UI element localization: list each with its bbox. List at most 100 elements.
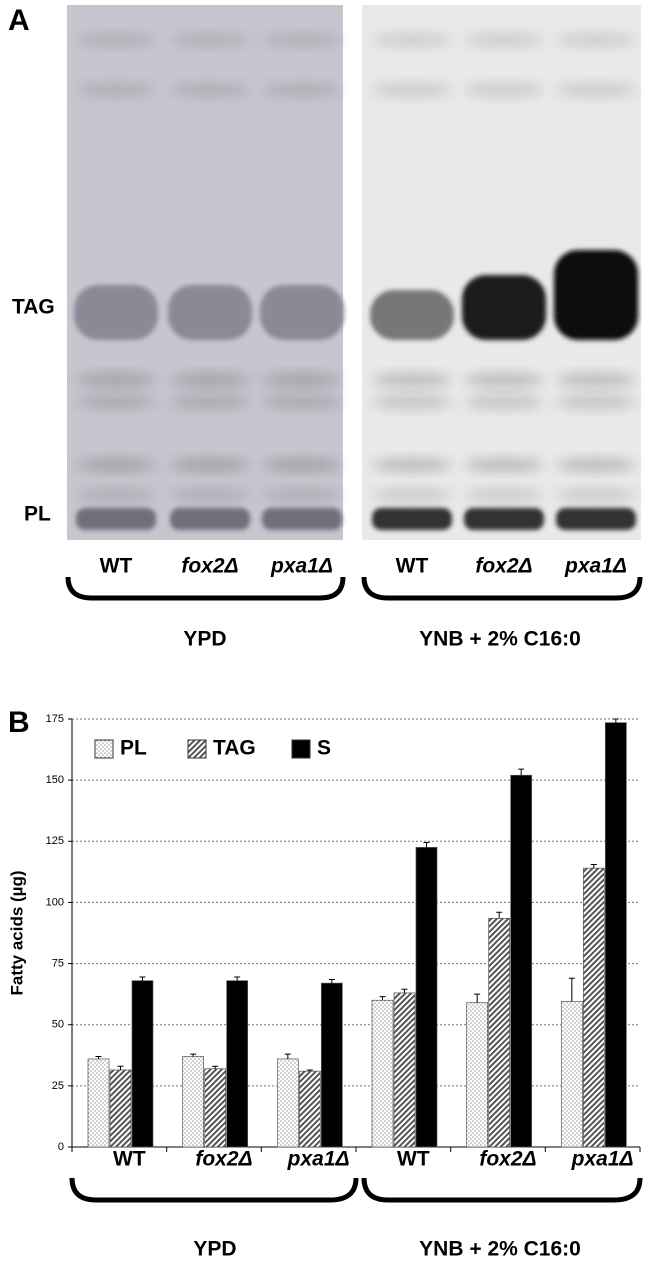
error-bar [95, 1056, 102, 1059]
band [170, 373, 250, 387]
lane-label: WT [100, 555, 133, 578]
band [170, 83, 250, 97]
bar [393, 992, 416, 1148]
bar [320, 982, 343, 1148]
band [262, 395, 342, 409]
band [464, 395, 544, 409]
band [556, 488, 636, 502]
legend-label: TAG [213, 737, 256, 760]
band [464, 488, 544, 502]
chart: B Fatty acids (µg) 0 25 50 75 100 125 150 175 WT… [7, 706, 643, 1261]
error-bar [284, 1053, 291, 1059]
bar [298, 1070, 321, 1148]
bar [204, 1068, 227, 1148]
lane-label: WT [396, 555, 429, 578]
band [76, 458, 156, 472]
x-tick-label: fox2Δ [479, 1148, 536, 1171]
band [76, 33, 156, 47]
lane-label: pxa1Δ [270, 555, 333, 578]
y-tick-label: 50 [52, 1019, 64, 1031]
band [556, 458, 636, 472]
band [262, 33, 342, 47]
error-bar [306, 1069, 313, 1072]
tag-band [554, 250, 638, 340]
error-bar [590, 864, 597, 869]
group-label: YPD [183, 628, 226, 651]
y-tick-label: 150 [46, 774, 64, 786]
legend-label: PL [120, 737, 147, 760]
error-bar [190, 1053, 197, 1057]
pl-band [464, 508, 544, 530]
band [372, 488, 452, 502]
bar [182, 1056, 205, 1148]
y-tick-label: 25 [52, 1080, 64, 1092]
band [76, 395, 156, 409]
error-bar [518, 768, 525, 776]
pl-band [262, 508, 342, 530]
tag-band [370, 290, 454, 340]
brace [361, 576, 643, 601]
error-bar [379, 996, 386, 1001]
bar [87, 1058, 110, 1148]
y-tick-label: 75 [52, 957, 64, 969]
y-tick-label: 175 [46, 713, 64, 725]
band-label: PL [24, 503, 51, 526]
bar [466, 1002, 489, 1148]
bar [582, 867, 605, 1148]
band [76, 83, 156, 97]
pl-band [170, 508, 250, 530]
band [464, 373, 544, 387]
group-label: YNB + 2% C16:0 [419, 1238, 581, 1261]
band [262, 83, 342, 97]
y-axis-label: Fatty acids (µg) [7, 870, 26, 995]
panel-label: A [8, 4, 30, 37]
band [372, 373, 452, 387]
panel-label: B [8, 706, 30, 739]
band [372, 33, 452, 47]
band [262, 458, 342, 472]
pl-band [556, 508, 636, 530]
group-label: YNB + 2% C16:0 [419, 628, 581, 651]
group-label: YPD [193, 1238, 236, 1261]
x-tick-label: pxa1Δ [571, 1148, 634, 1171]
x-tick-label: fox2Δ [195, 1148, 252, 1171]
bar [371, 999, 394, 1148]
error-bar [496, 911, 503, 919]
bar [131, 980, 154, 1148]
error-bar [139, 976, 146, 981]
bands [74, 33, 638, 530]
error-bar [328, 978, 335, 984]
x-tick-label: pxa1Δ [287, 1148, 350, 1171]
error-bar [234, 976, 241, 981]
band [76, 488, 156, 502]
bar [560, 1001, 583, 1148]
band [170, 458, 250, 472]
x-tick-label: WT [397, 1148, 430, 1171]
lane-label: pxa1Δ [564, 555, 627, 578]
legend-swatch [291, 739, 311, 759]
band [262, 373, 342, 387]
lane-label: fox2Δ [181, 555, 238, 578]
x-tick-label: WT [113, 1148, 146, 1171]
bar [488, 917, 511, 1148]
error-bar [612, 718, 619, 723]
tag-band [260, 285, 344, 340]
y-tick-label: 125 [46, 835, 64, 847]
bar [276, 1058, 299, 1148]
band [372, 395, 452, 409]
error-bar [474, 993, 481, 1003]
legend-swatch [94, 739, 114, 759]
tlc-panel: A TAG PL WT fox2Δ pxa1Δ WT fox2Δ pxa1Δ YPD YNB … [8, 4, 643, 651]
band-label: TAG [12, 296, 55, 319]
tag-band [462, 275, 546, 340]
error-bar [401, 988, 408, 993]
band [464, 33, 544, 47]
brace [65, 576, 346, 601]
band [556, 83, 636, 97]
tag-band [74, 285, 158, 340]
error-bar [568, 977, 575, 1002]
band [170, 488, 250, 502]
band [556, 395, 636, 409]
tag-band [168, 285, 252, 340]
band [372, 458, 452, 472]
